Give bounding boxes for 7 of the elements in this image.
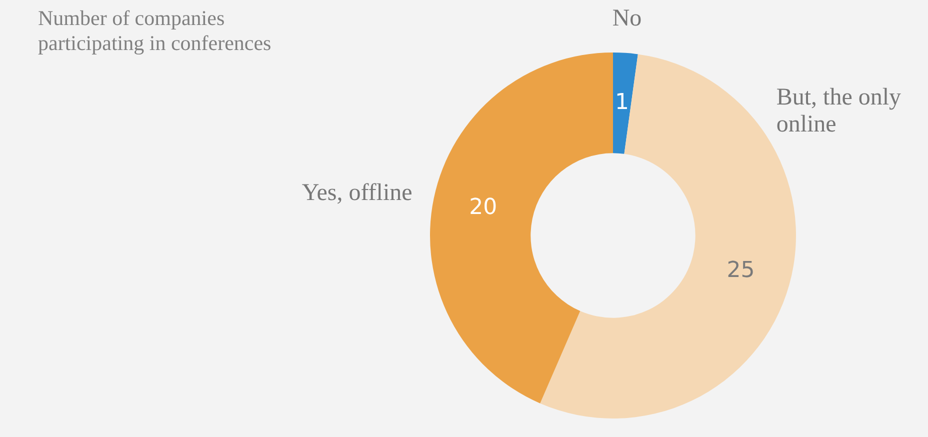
slice-label: Yes, offline (302, 180, 412, 206)
data-label: 1 (615, 90, 630, 115)
slice-label: But, the only online (776, 84, 902, 138)
data-label: 20 (469, 195, 498, 220)
chart-title: Number of companies participating in conferences (38, 6, 272, 56)
slice-label: No (612, 5, 642, 32)
data-label: 25 (726, 258, 755, 284)
